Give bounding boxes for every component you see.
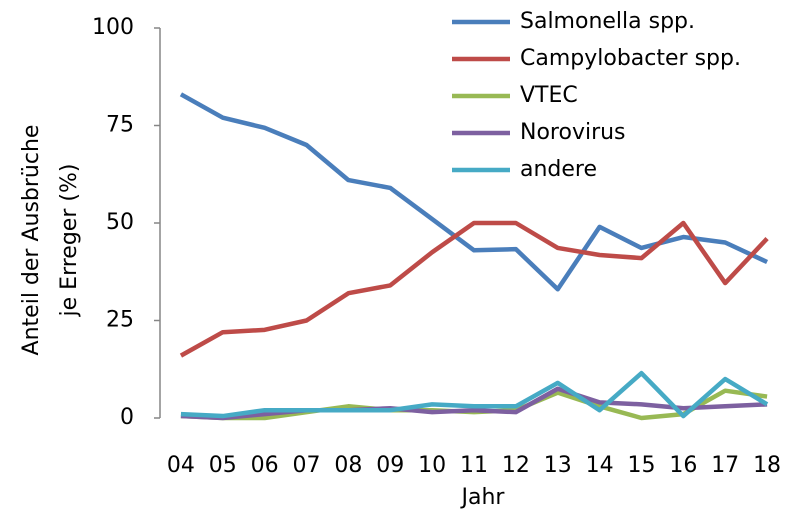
x-tick-label: 06 bbox=[251, 453, 279, 478]
x-tick-label: 12 bbox=[502, 453, 530, 478]
x-tick-label: 11 bbox=[460, 453, 488, 478]
x-tick-label: 16 bbox=[669, 453, 697, 478]
x-tick-label: 05 bbox=[209, 453, 237, 478]
y-tick-label: 25 bbox=[106, 308, 134, 333]
series-line bbox=[179, 92, 769, 292]
x-tick-label: 17 bbox=[711, 453, 739, 478]
legend-label: Campylobacter spp. bbox=[520, 46, 741, 71]
y-tick-label: 0 bbox=[120, 405, 134, 430]
x-tick-label: 07 bbox=[293, 453, 321, 478]
series-line bbox=[180, 386, 768, 421]
x-tick-label: 09 bbox=[376, 453, 404, 478]
y-tick-label: 100 bbox=[92, 15, 134, 40]
x-tick-label: 13 bbox=[544, 453, 572, 478]
y-axis-label-line: Anteil der Ausbrüche bbox=[19, 125, 44, 356]
y-tick-label: 50 bbox=[106, 210, 134, 235]
x-tick-label: 18 bbox=[753, 453, 781, 478]
x-tick-label: 08 bbox=[334, 453, 362, 478]
x-tick-label: 10 bbox=[418, 453, 446, 478]
legend-label: Norovirus bbox=[520, 120, 626, 145]
y-tick-label: 75 bbox=[106, 113, 134, 138]
x-tick-label: 04 bbox=[167, 453, 195, 478]
legend-label: Salmonella spp. bbox=[520, 9, 695, 34]
legend-label: andere bbox=[520, 157, 597, 182]
y-axis-label-line: je Erreger (%) bbox=[57, 164, 82, 318]
legend-label: VTEC bbox=[520, 83, 578, 108]
series-line bbox=[179, 220, 769, 358]
y-axis-label: Anteil der Ausbrüche je Erreger (%) bbox=[19, 125, 82, 356]
x-axis-label: Jahr bbox=[460, 485, 506, 510]
x-tick-label: 14 bbox=[586, 453, 614, 478]
x-tick-label: 15 bbox=[627, 453, 655, 478]
series-line bbox=[180, 370, 769, 419]
